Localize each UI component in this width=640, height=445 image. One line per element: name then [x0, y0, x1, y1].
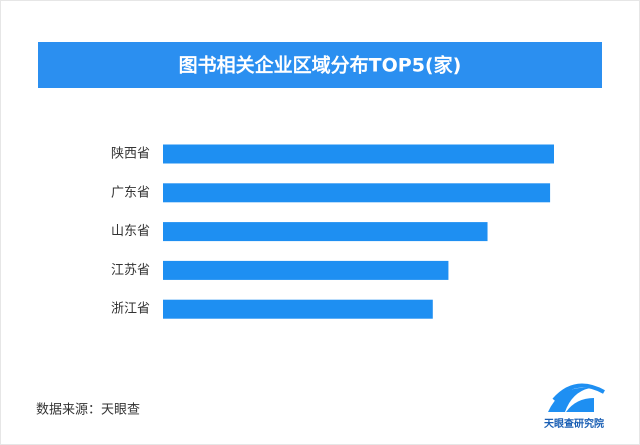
chart-title: 图书相关企业区域分布TOP5(家): [179, 54, 462, 77]
bar: [163, 260, 449, 280]
bar: [163, 299, 433, 319]
y-tick-label: 广东省: [111, 185, 150, 200]
logo-text: 天眼查研究院: [544, 417, 604, 430]
title-banner: [38, 42, 602, 88]
y-tick-label: 山东省: [111, 224, 150, 239]
bar: [163, 144, 554, 164]
bar: [163, 183, 551, 203]
bar: [163, 222, 488, 242]
source: 数据来源：天眼查: [36, 403, 140, 418]
y-tick-label: 浙江省: [111, 302, 150, 317]
y-tick-label: 陕西省: [111, 147, 150, 162]
logo: [548, 383, 605, 412]
y-tick-label: 江苏省: [111, 262, 150, 278]
